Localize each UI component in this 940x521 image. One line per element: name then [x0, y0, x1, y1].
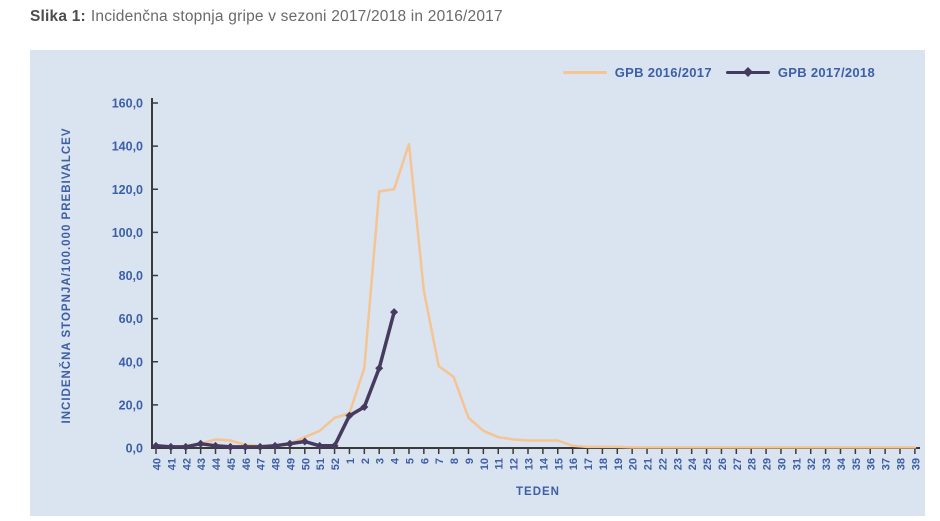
x-tick-label: 1: [345, 458, 357, 464]
x-tick-label: 19: [613, 458, 625, 470]
x-tick-label: 23: [672, 458, 684, 470]
x-tick-label: 30: [776, 458, 788, 470]
x-tick-label: 44: [211, 457, 223, 470]
x-tick-label: 22: [657, 458, 669, 470]
data-point-marker: [241, 442, 250, 451]
legend-line-2016-icon: [562, 70, 607, 74]
data-point-marker: [196, 439, 205, 448]
series-line-20162017: [154, 142, 917, 449]
data-point-marker: [211, 441, 220, 450]
y-axis-title: INCIDENČNA STOPNJA/100.000 PREBIVALCEV: [60, 128, 73, 424]
x-tick-label: 21: [643, 458, 655, 470]
x-tick-label: 26: [717, 458, 729, 470]
legend-label-2017: GPB 2017/2018: [777, 64, 875, 80]
x-tick-label: 27: [732, 458, 744, 470]
x-tick-label: 50: [300, 458, 312, 470]
x-tick-label: 49: [285, 458, 297, 470]
x-tick-label: 14: [538, 457, 550, 470]
x-tick-label: 42: [181, 458, 193, 470]
x-tick-label: 2: [360, 458, 372, 464]
x-tick-label: 5: [404, 458, 416, 464]
data-point-marker: [256, 442, 265, 451]
x-tick-label: 16: [568, 458, 580, 470]
y-tick-label: 40,0: [119, 355, 143, 369]
data-point-marker: [345, 411, 354, 420]
y-tick-label: 20,0: [119, 398, 143, 412]
y-tick-label: 160,0: [112, 97, 143, 111]
x-tick-label: 39: [910, 458, 922, 470]
legend-label-2016: GPB 2016/2017: [614, 64, 712, 80]
y-tick-label: 100,0: [112, 226, 143, 240]
x-tick-label: 47: [256, 458, 268, 470]
data-point-marker: [375, 364, 384, 373]
x-tick-label: 38: [896, 458, 908, 470]
y-tick-label: 140,0: [112, 140, 143, 154]
x-tick-label: 7: [434, 458, 446, 464]
data-point-marker: [226, 442, 235, 451]
x-tick-label: 32: [806, 458, 818, 470]
x-tick-label: 43: [196, 458, 208, 470]
x-tick-label: 10: [479, 458, 491, 470]
x-tick-label: 24: [687, 457, 699, 470]
y-tick-label: 60,0: [119, 312, 143, 326]
x-tick-label: 25: [702, 458, 714, 470]
y-tick-label: 120,0: [112, 183, 143, 197]
x-tick-label: 15: [553, 458, 565, 470]
x-tick-label: 40: [152, 458, 164, 470]
data-point-marker: [300, 437, 309, 446]
data-point-marker: [271, 441, 280, 450]
data-point-marker: [181, 442, 190, 451]
y-tick-label: 80,0: [119, 269, 143, 283]
x-tick-label: 41: [166, 458, 178, 470]
x-tick-label: 51: [315, 458, 327, 470]
x-tick-label: 37: [881, 458, 893, 470]
y-tick-label: 0,0: [126, 442, 143, 456]
x-tick-label: 4: [390, 457, 402, 464]
data-point-marker: [390, 308, 399, 317]
figure-label: Slika 1:: [30, 8, 86, 25]
x-tick-label: 13: [524, 458, 536, 470]
x-tick-label: 8: [449, 458, 461, 464]
x-tick-label: 9: [464, 458, 476, 464]
x-tick-label: 45: [226, 458, 238, 470]
x-tick-label: 29: [762, 458, 774, 470]
x-tick-label: 35: [851, 458, 863, 470]
x-tick-label: 48: [271, 458, 283, 470]
x-tick-label: 12: [509, 458, 521, 470]
x-tick-label: 33: [821, 458, 833, 470]
data-point-marker: [360, 403, 369, 412]
legend-diamond-marker-icon: [742, 67, 753, 77]
x-tick-label: 36: [866, 458, 878, 470]
x-tick-label: 20: [628, 458, 640, 470]
x-tick-label: 52: [330, 458, 342, 470]
data-point-marker: [166, 442, 175, 451]
x-tick-label: 46: [241, 458, 253, 470]
x-tick-label: 31: [791, 458, 803, 470]
x-tick-label: 6: [419, 458, 431, 464]
x-tick-label: 34: [836, 457, 848, 470]
legend-item-2017-2018: GPB 2017/2018: [725, 64, 875, 80]
x-tick-label: 18: [598, 458, 610, 470]
data-point-marker: [330, 441, 339, 450]
x-tick-label: 3: [375, 458, 387, 464]
series-line-20172018: [154, 310, 396, 449]
chart-panel: GPB 2016/2017 GPB 2017/2018 0,0 20,0 40,0 6…: [30, 50, 925, 516]
figure-title-text: Incidenčna stopnja gripe v sezoni 2017/2…: [90, 8, 503, 25]
x-tick-label: 17: [583, 458, 595, 470]
legend-line-2017-icon: [725, 67, 770, 77]
legend-item-2016-2017: GPB 2016/2017: [562, 64, 712, 80]
x-axis-title: TEDEN: [516, 486, 560, 498]
x-tick-label: 28: [747, 458, 759, 470]
line-chart: 0,0 20,0 40,0 60,0 80,0 100,0 120,0 140,0 160,0 4…: [60, 97, 922, 499]
figure-title: Slika 1: Incidenčna stopnja gripe v sezon…: [30, 8, 910, 26]
x-tick-label: 11: [494, 458, 506, 470]
data-point-marker: [285, 439, 294, 448]
data-point-marker: [152, 441, 160, 450]
legend: GPB 2016/2017 GPB 2017/2018: [562, 61, 875, 83]
data-point-marker: [315, 441, 324, 450]
